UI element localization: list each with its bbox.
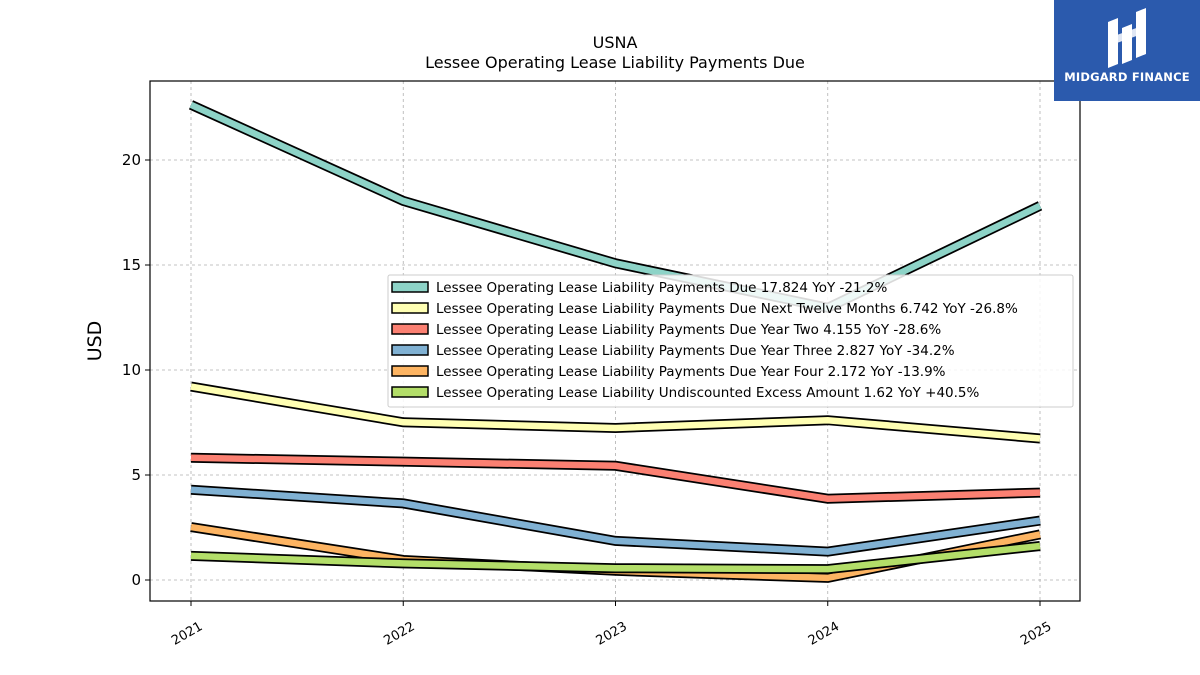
y-tick-label: 10 <box>122 361 141 379</box>
series-line-1 <box>190 383 1041 442</box>
legend-swatch <box>391 365 429 377</box>
y-tick-label: 15 <box>122 256 141 274</box>
chart-subtitle: Lessee Operating Lease Liability Payment… <box>425 53 805 72</box>
midgard-finance-logo: MIDGARD FINANCE <box>1054 0 1200 101</box>
y-tick-label: 5 <box>131 466 141 484</box>
x-tick-label: 2024 <box>806 619 842 649</box>
series-line-3 <box>190 486 1041 555</box>
series-line-2 <box>190 454 1041 502</box>
legend-swatch <box>391 344 429 356</box>
series-line-5 <box>190 542 1041 573</box>
series-lines <box>188 100 1043 583</box>
chart-title: USNA <box>593 33 638 52</box>
x-tick-label: 2022 <box>381 619 417 649</box>
y-axis-label: USD <box>84 321 106 362</box>
x-tick-label: 2021 <box>169 619 205 649</box>
legend-entry-label: Lessee Operating Lease Liability Payment… <box>436 280 887 296</box>
legend-swatch <box>391 323 429 335</box>
logo-mark-icon <box>1108 8 1146 68</box>
legend-entry-label: Lessee Operating Lease Liability Payment… <box>436 301 1018 317</box>
series-line-0 <box>189 101 1042 312</box>
legend-entry-label: Lessee Operating Lease Liability Payment… <box>436 343 955 359</box>
logo-text: MIDGARD FINANCE <box>1064 70 1190 84</box>
legend-entry-label: Lessee Operating Lease Liability Undisco… <box>436 385 980 401</box>
x-tick-label: 2023 <box>594 619 630 649</box>
legend: Lessee Operating Lease Liability Payment… <box>387 274 1074 408</box>
y-tick-label: 0 <box>131 571 141 589</box>
legend-swatch <box>391 281 429 293</box>
legend-box <box>387 274 1074 408</box>
legend-entry-label: Lessee Operating Lease Liability Payment… <box>436 364 946 380</box>
x-tick-label: 2025 <box>1018 619 1054 649</box>
y-tick-label: 20 <box>122 151 141 169</box>
legend-swatch <box>391 302 429 314</box>
legend-entry-label: Lessee Operating Lease Liability Payment… <box>436 322 941 338</box>
legend-swatch <box>391 386 429 398</box>
